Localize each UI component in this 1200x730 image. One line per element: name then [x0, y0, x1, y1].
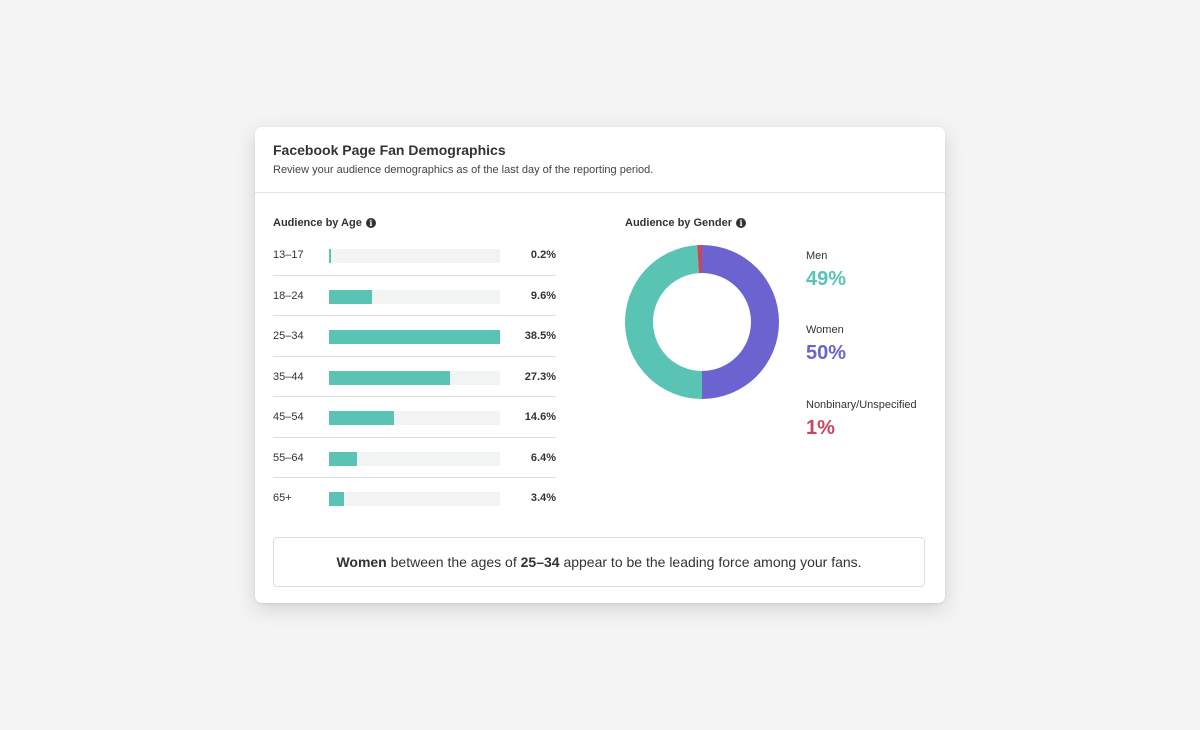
- age-value-label: 38.5%: [524, 330, 556, 342]
- age-bar-track: [329, 492, 500, 506]
- age-bar-track: [329, 370, 500, 385]
- donut-slice-nonbinary-unspecified: [697, 245, 702, 274]
- age-row-55–64: 55–64 6.4%: [273, 438, 556, 478]
- card-title: Facebook Page Fan Demographics: [273, 142, 506, 158]
- legend-item-nonbinary-unspecified: Nonbinary/Unspecified 1%: [806, 399, 917, 440]
- info-icon[interactable]: i: [735, 218, 746, 228]
- insight-text: Women between the ages of 25–34 appear t…: [336, 554, 861, 570]
- age-value-label: 14.6%: [524, 411, 556, 423]
- legend-label: Nonbinary/Unspecified: [806, 399, 917, 411]
- age-row-35–44: 35–44 27.3%: [273, 357, 556, 397]
- insight-middle: between the ages of: [386, 554, 521, 570]
- age-value-label: 0.2%: [530, 249, 556, 261]
- age-category-label: 55–64: [273, 451, 304, 464]
- age-bar-track: [329, 289, 500, 304]
- legend-value: 49%: [806, 268, 847, 290]
- donut-slice-men: [625, 245, 702, 399]
- age-row-65+: 65+ 3.4%: [273, 478, 556, 519]
- insight-banner: Women between the ages of 25–34 appear t…: [273, 537, 925, 587]
- age-row-18–24: 18–24 9.6%: [273, 276, 556, 316]
- insight-gender: Women: [336, 554, 387, 570]
- card-header: Facebook Page Fan Demographics Review yo…: [255, 127, 945, 193]
- gender-section-title: Audience by Gender: [625, 217, 732, 229]
- age-bar: [329, 249, 331, 263]
- gender-section-label: Audience by Gender i: [625, 217, 746, 229]
- age-bar: [329, 492, 345, 506]
- age-bar: [329, 330, 500, 344]
- age-value-label: 3.4%: [530, 492, 556, 504]
- age-category-label: 35–44: [273, 370, 304, 383]
- age-row-25–34: 25–34 38.5%: [273, 316, 556, 357]
- age-bar: [329, 411, 394, 425]
- age-section-label: Audience by Age i: [273, 217, 376, 229]
- info-icon[interactable]: i: [365, 218, 376, 228]
- legend-value: 1%: [806, 417, 835, 439]
- age-category-label: 45–54: [273, 411, 304, 423]
- age-row-13–17: 13–17 0.2%: [273, 235, 556, 276]
- legend-label: Men: [806, 250, 828, 262]
- legend-item-women: Women 50%: [806, 324, 846, 365]
- age-value-label: 9.6%: [530, 289, 556, 302]
- insight-age: 25–34: [520, 554, 560, 570]
- age-category-label: 65+: [273, 492, 292, 504]
- age-value-label: 6.4%: [530, 451, 556, 464]
- age-bar-chart: 13–17 0.2% 18–24 9.6% 25–34 38.5% 35–44 27.3% 45…: [273, 235, 556, 519]
- age-bar-track: [329, 451, 500, 466]
- insight-end: appear to be the leading force among you…: [559, 554, 862, 570]
- age-bar: [329, 370, 451, 385]
- age-category-label: 18–24: [273, 289, 304, 302]
- age-bar: [329, 451, 358, 466]
- age-section-title: Audience by Age: [273, 217, 362, 229]
- demographics-card: Facebook Page Fan Demographics Review yo…: [255, 127, 945, 603]
- gender-donut-chart: [625, 245, 779, 399]
- legend-value: 50%: [806, 342, 847, 364]
- donut-slice-women: [702, 245, 779, 399]
- legend-label: Women: [806, 324, 844, 336]
- age-value-label: 27.3%: [524, 370, 556, 383]
- age-row-45–54: 45–54 14.6%: [273, 397, 556, 438]
- age-bar-track: [329, 249, 500, 263]
- legend-item-men: Men 49%: [806, 250, 846, 291]
- age-bar-track: [329, 411, 500, 425]
- card-subtitle: Review your audience demographics as of …: [273, 164, 654, 176]
- age-bar: [329, 289, 372, 304]
- age-bar-track: [329, 330, 500, 344]
- age-category-label: 13–17: [273, 249, 304, 261]
- age-category-label: 25–34: [273, 330, 304, 342]
